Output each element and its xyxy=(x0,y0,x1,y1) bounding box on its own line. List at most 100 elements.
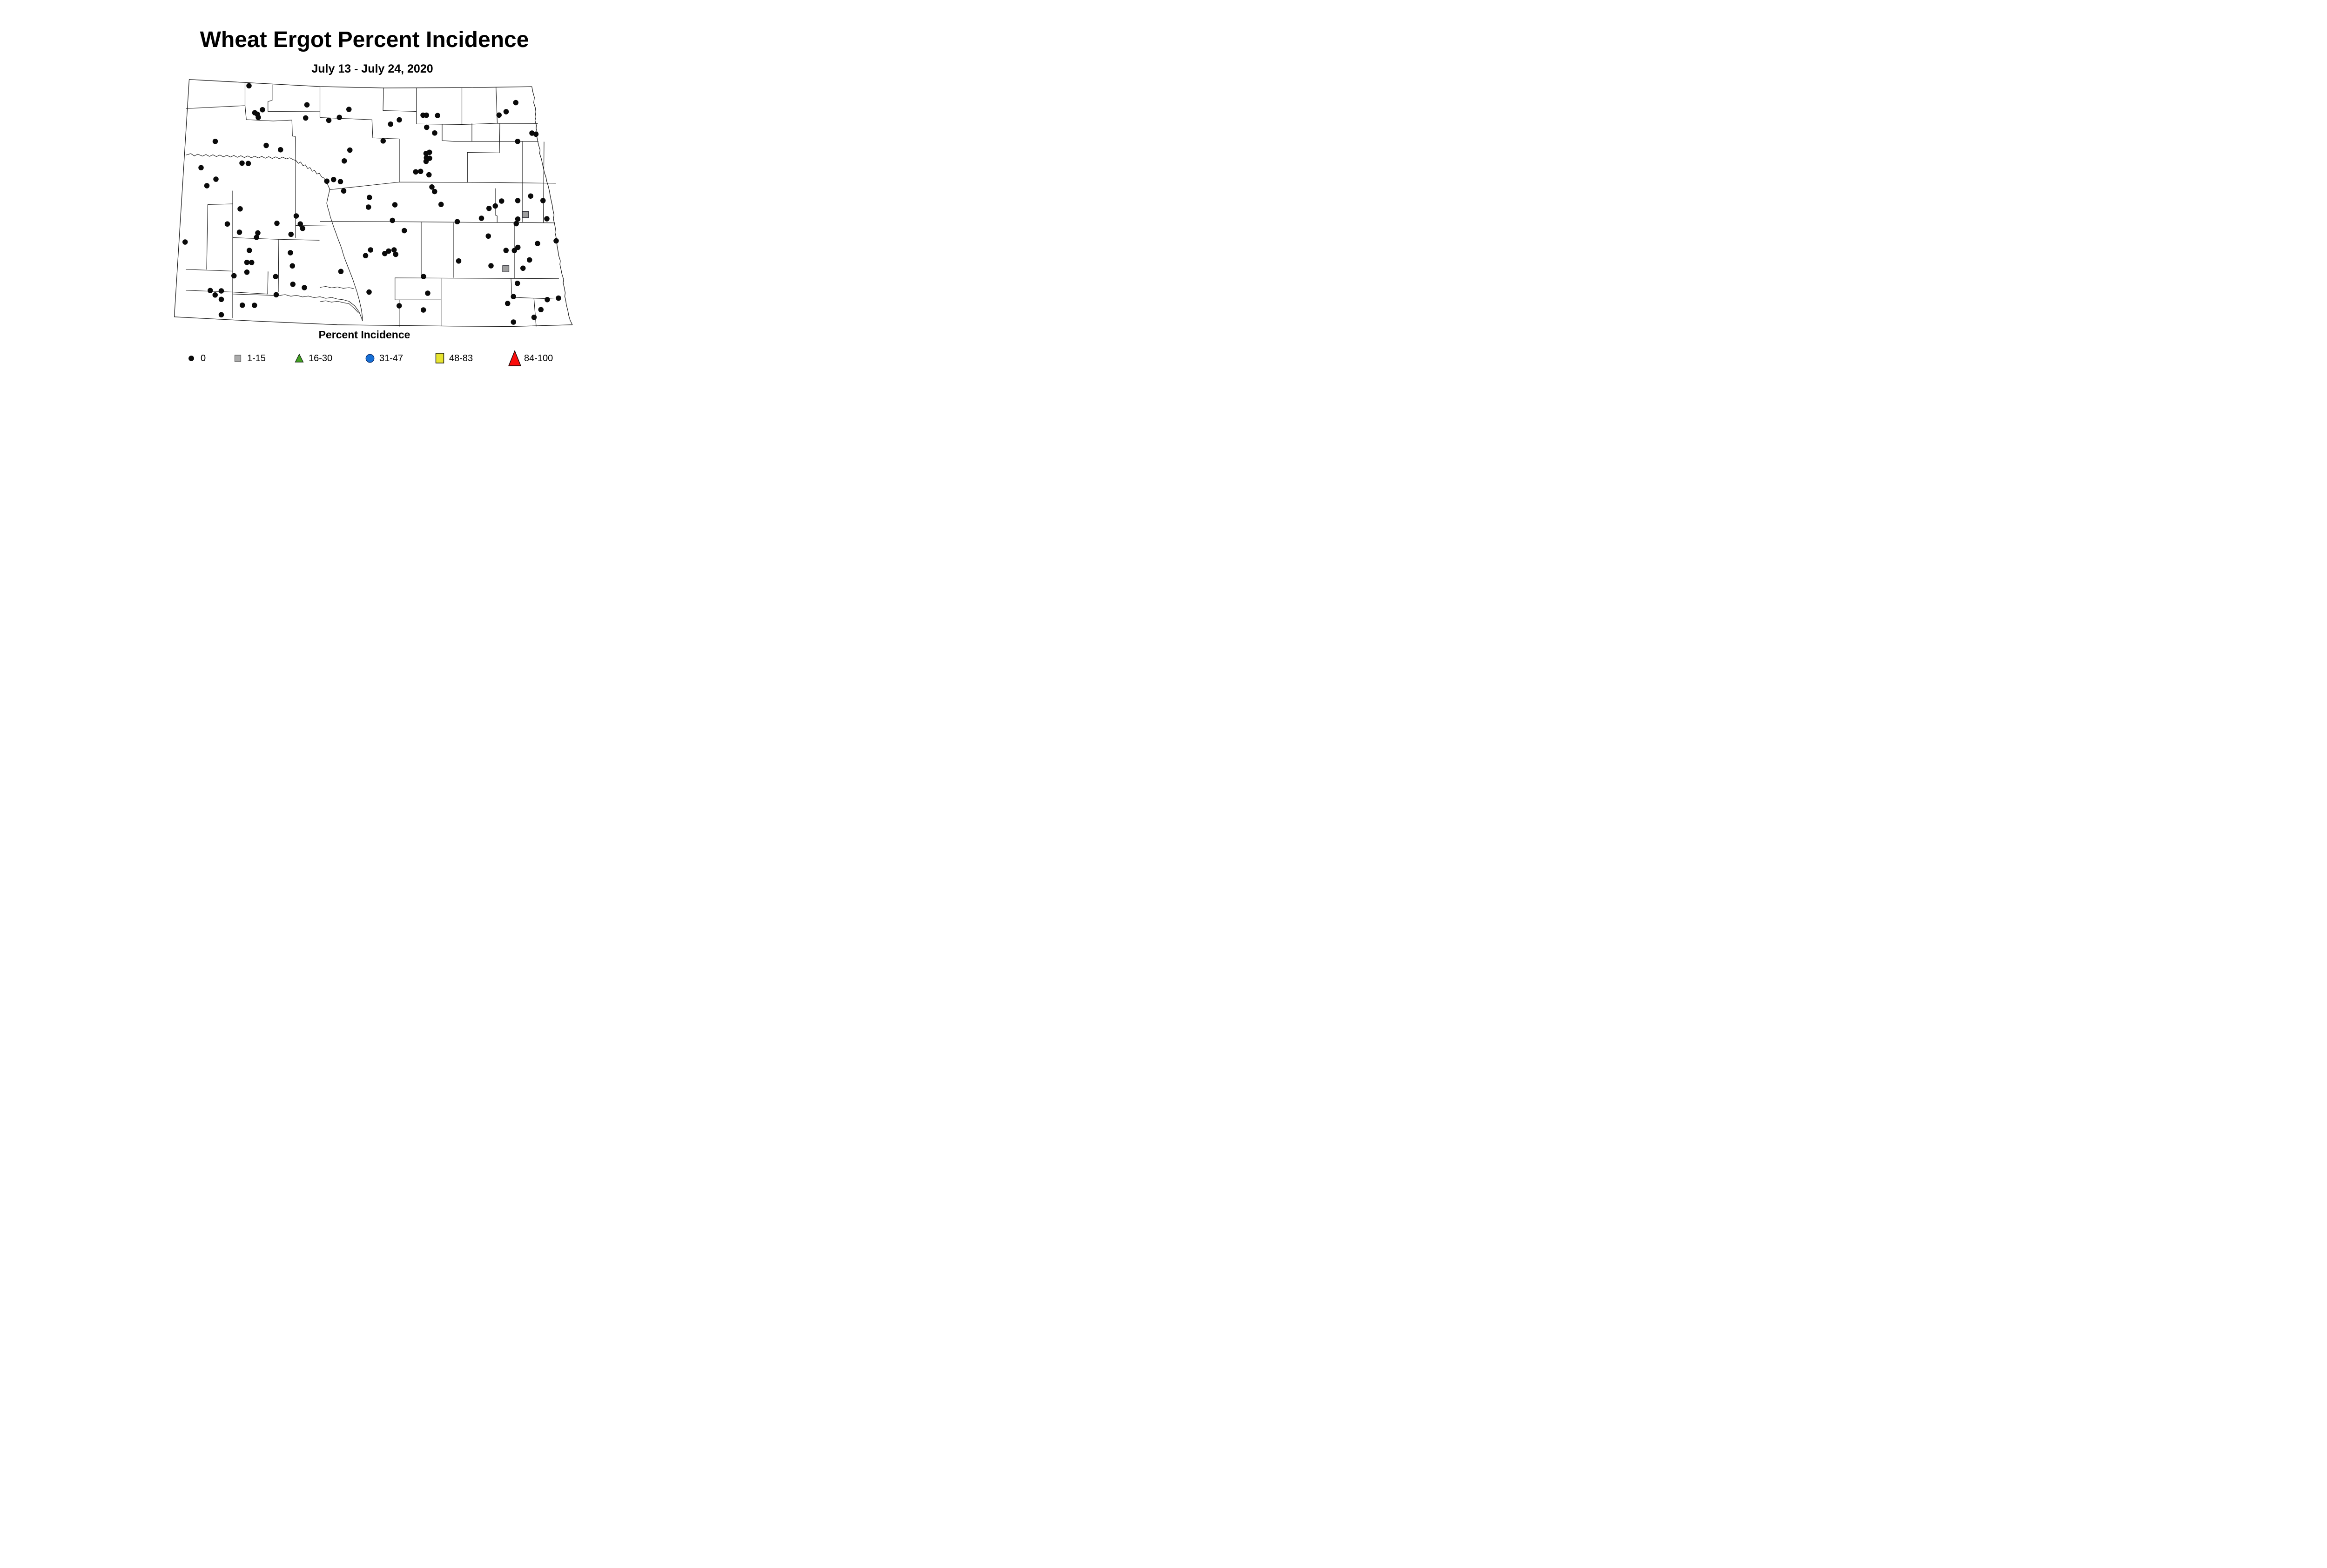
data-point-1-15 xyxy=(502,265,510,272)
legend-item-31-47: 31-47 xyxy=(363,349,403,368)
data-point-zero xyxy=(515,198,521,203)
data-point-zero xyxy=(326,117,332,123)
data-point-zero xyxy=(421,307,426,313)
data-point-zero xyxy=(432,130,437,136)
data-point-zero xyxy=(231,273,237,279)
county-boundary xyxy=(319,286,354,289)
data-point-zero xyxy=(363,253,369,258)
data-point-zero xyxy=(246,83,252,88)
county-boundary xyxy=(207,203,233,205)
data-point-1-15 xyxy=(522,211,529,218)
red-triangle-icon xyxy=(508,350,522,367)
data-point-zero xyxy=(342,158,347,164)
data-point-zero xyxy=(256,114,261,120)
legend-item-label: 1-15 xyxy=(247,353,266,363)
data-point-zero xyxy=(288,250,293,256)
data-point-zero xyxy=(288,231,294,237)
data-point-zero xyxy=(513,100,518,106)
data-point-zero xyxy=(413,169,418,175)
data-point-zero xyxy=(341,188,347,194)
data-point-zero xyxy=(204,183,210,188)
data-point-zero xyxy=(240,303,245,308)
data-point-zero xyxy=(435,113,440,118)
data-point-zero xyxy=(255,230,261,236)
data-point-zero xyxy=(503,248,509,253)
data-point-zero xyxy=(260,107,265,113)
data-point-zero xyxy=(511,319,516,325)
county-boundary xyxy=(461,123,498,125)
data-point-zero xyxy=(244,260,250,265)
yellow-square-icon xyxy=(433,350,447,367)
data-point-zero xyxy=(347,147,353,153)
county-boundary xyxy=(244,105,296,162)
data-point-zero xyxy=(338,269,344,274)
data-point-zero xyxy=(182,239,188,245)
data-point-zero xyxy=(237,206,243,212)
data-point-zero xyxy=(303,115,309,121)
data-point-zero xyxy=(390,217,395,223)
legend-item-label: 31-47 xyxy=(379,353,404,363)
data-point-zero xyxy=(515,139,520,144)
data-point-zero xyxy=(213,176,219,182)
data-point-zero xyxy=(247,248,252,253)
county-boundary xyxy=(467,123,500,183)
data-point-zero xyxy=(438,202,444,207)
data-point-zero xyxy=(249,260,255,265)
gray-square-icon xyxy=(231,350,245,367)
county-boundary xyxy=(186,153,363,322)
data-point-zero xyxy=(293,213,299,219)
legend-item-16-30: 16-30 xyxy=(292,349,332,368)
data-point-zero xyxy=(224,221,230,227)
data-point-zero xyxy=(289,263,295,269)
data-point-zero xyxy=(432,188,437,195)
data-point-zero xyxy=(485,233,491,239)
legend-item-48-83: 48-83 xyxy=(433,349,473,368)
county-boundary xyxy=(329,182,400,190)
data-point-zero xyxy=(418,168,424,174)
data-point-zero xyxy=(382,251,388,256)
north-dakota-county-map xyxy=(174,79,573,327)
legend-item-label: 84-100 xyxy=(524,353,553,363)
county-boundary xyxy=(268,84,321,112)
figure-canvas: Wheat Ergot Percent Incidence July 13 - … xyxy=(0,0,751,392)
data-point-zero xyxy=(263,142,269,148)
data-point-zero xyxy=(218,288,224,294)
data-point-zero xyxy=(503,109,509,114)
data-point-zero xyxy=(402,228,407,234)
legend-item-label: 16-30 xyxy=(309,353,333,363)
data-point-zero xyxy=(388,121,393,127)
data-point-zero xyxy=(273,292,279,297)
data-point-zero xyxy=(421,274,426,279)
data-point-zero xyxy=(397,117,402,123)
data-point-zero xyxy=(245,161,251,166)
county-boundary xyxy=(467,182,556,184)
data-point-zero xyxy=(254,235,259,240)
data-point-zero xyxy=(380,138,386,144)
data-point-zero xyxy=(218,296,224,302)
data-point-zero xyxy=(486,206,492,211)
data-point-zero xyxy=(515,216,521,222)
data-point-zero xyxy=(511,248,517,253)
county-boundary xyxy=(319,300,359,313)
data-point-zero xyxy=(556,295,561,301)
data-point-zero xyxy=(392,202,398,208)
data-point-zero xyxy=(366,204,371,210)
state-outline xyxy=(174,79,573,327)
data-point-zero xyxy=(423,151,429,156)
data-point-zero xyxy=(397,303,402,309)
data-point-zero xyxy=(511,294,516,299)
data-point-zero xyxy=(331,177,336,182)
county-boundary xyxy=(232,294,363,322)
data-point-zero xyxy=(544,216,550,222)
data-point-zero xyxy=(391,247,397,253)
data-point-zero xyxy=(492,203,498,209)
data-point-zero xyxy=(545,297,550,303)
data-point-zero xyxy=(425,290,430,296)
black-dot-icon xyxy=(184,350,198,367)
county-boundary xyxy=(416,87,463,125)
county-boundary xyxy=(232,291,268,295)
county-boundary xyxy=(206,204,208,270)
data-point-zero xyxy=(424,124,430,130)
data-point-zero xyxy=(496,112,502,118)
data-point-zero xyxy=(386,248,391,254)
